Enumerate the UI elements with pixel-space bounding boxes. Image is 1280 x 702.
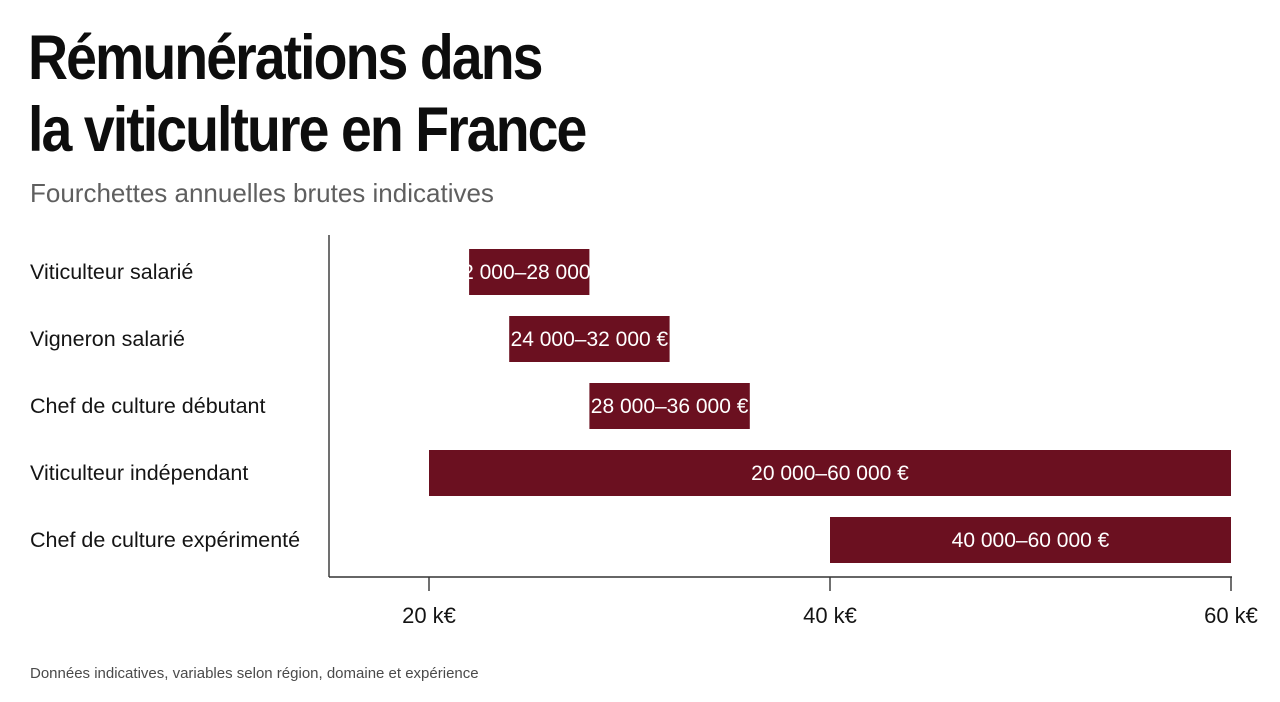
- range-bar: [469, 249, 590, 295]
- x-tick-label: 20 k€: [402, 603, 456, 628]
- bar-value-label: 40 000–60 000 €: [952, 529, 1110, 552]
- bar-value-label: 28 000–36 000 €: [591, 395, 749, 418]
- category-label: Vigneron salarié: [30, 327, 185, 351]
- footnote: Données indicatives, variables selon rég…: [30, 665, 479, 682]
- chart-title-line-1: Rémunérations dans: [28, 23, 543, 93]
- x-tick-label: 60 k€: [1204, 603, 1258, 628]
- chart-title-line-2: la viticulture en France: [28, 95, 587, 165]
- range-bar: [830, 517, 1231, 563]
- chart-subtitle: Fourchettes annuelles brutes indicatives: [30, 178, 494, 208]
- range-bar: [509, 316, 670, 362]
- range-bar: [429, 450, 1231, 496]
- category-label: Chef de culture expérimenté: [30, 528, 300, 552]
- category-label: Chef de culture débutant: [30, 394, 265, 418]
- range-bar: [589, 383, 750, 429]
- x-tick-label: 40 k€: [803, 603, 857, 628]
- bar-value-label: 22 000–28 000 €: [450, 261, 608, 284]
- bar-value-label: 24 000–32 000 €: [511, 328, 669, 351]
- range-bar-chart: Viticulteur salarié 22 000–28 000 € Vigner…: [30, 235, 1258, 628]
- chart-title: Rémunérations dans la viticulture en Fra…: [28, 22, 587, 166]
- category-label: Viticulteur indépendant: [30, 461, 248, 485]
- bar-value-label: 20 000–60 000 €: [751, 462, 909, 485]
- category-label: Viticulteur salarié: [30, 260, 193, 284]
